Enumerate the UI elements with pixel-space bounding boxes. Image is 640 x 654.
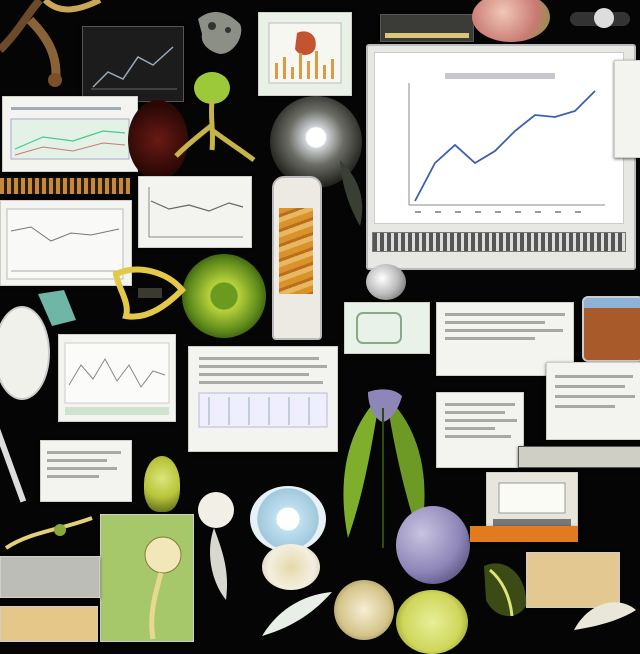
specimen-card-top bbox=[258, 12, 352, 96]
dark-chart-panel bbox=[82, 26, 184, 102]
yellow-fruit bbox=[396, 590, 468, 654]
seed-pod bbox=[144, 456, 180, 512]
insect-specimen bbox=[190, 4, 250, 64]
tube-contents bbox=[279, 208, 313, 294]
petri-dish-icon bbox=[182, 254, 266, 338]
text-card-right-3 bbox=[546, 362, 640, 440]
petri-card-right bbox=[344, 302, 430, 354]
chart-card-center-left bbox=[138, 176, 252, 248]
purple-egg-specimen bbox=[396, 506, 470, 584]
ceramic-shard bbox=[196, 490, 256, 610]
caption-card-bottom-left bbox=[0, 606, 98, 642]
round-label-left bbox=[0, 306, 50, 400]
nut-specimen bbox=[334, 580, 394, 640]
crustacean-specimen bbox=[108, 264, 188, 324]
monitor-icon bbox=[366, 44, 636, 270]
jar-icon bbox=[582, 296, 640, 362]
monitor-screen bbox=[374, 52, 624, 224]
twig-specimen bbox=[0, 512, 100, 552]
green-specimen-card bbox=[100, 514, 194, 642]
plant-specimen-icon bbox=[170, 70, 260, 180]
shell-specimen bbox=[262, 544, 320, 590]
keyboard bbox=[372, 232, 626, 252]
grey-strip-card bbox=[0, 556, 100, 598]
blue-dish bbox=[250, 486, 326, 552]
pin-stick bbox=[0, 422, 26, 503]
text-card-right-2 bbox=[436, 392, 524, 468]
sidebar-card-right-top bbox=[614, 60, 640, 158]
monitor-line-chart bbox=[375, 53, 623, 223]
test-tube-icon bbox=[272, 176, 322, 340]
ruler-strip bbox=[0, 178, 130, 194]
bird-specimen bbox=[570, 590, 640, 640]
document-card-center bbox=[188, 346, 338, 452]
data-card-left-1 bbox=[2, 96, 138, 172]
beetle-specimen bbox=[476, 556, 536, 626]
laptop-right bbox=[518, 446, 640, 468]
text-card-left-low bbox=[40, 440, 132, 502]
monitor-series-line bbox=[415, 91, 595, 201]
small-globe bbox=[366, 264, 406, 300]
tool-icon-top-right bbox=[560, 0, 640, 40]
laptop-strip-top bbox=[380, 14, 474, 42]
chart-card-mid-left bbox=[58, 334, 176, 422]
fruit-specimen-top bbox=[472, 0, 550, 42]
orange-tag bbox=[470, 526, 578, 542]
feather-specimen bbox=[256, 586, 336, 646]
leaf-shadow bbox=[330, 160, 370, 230]
